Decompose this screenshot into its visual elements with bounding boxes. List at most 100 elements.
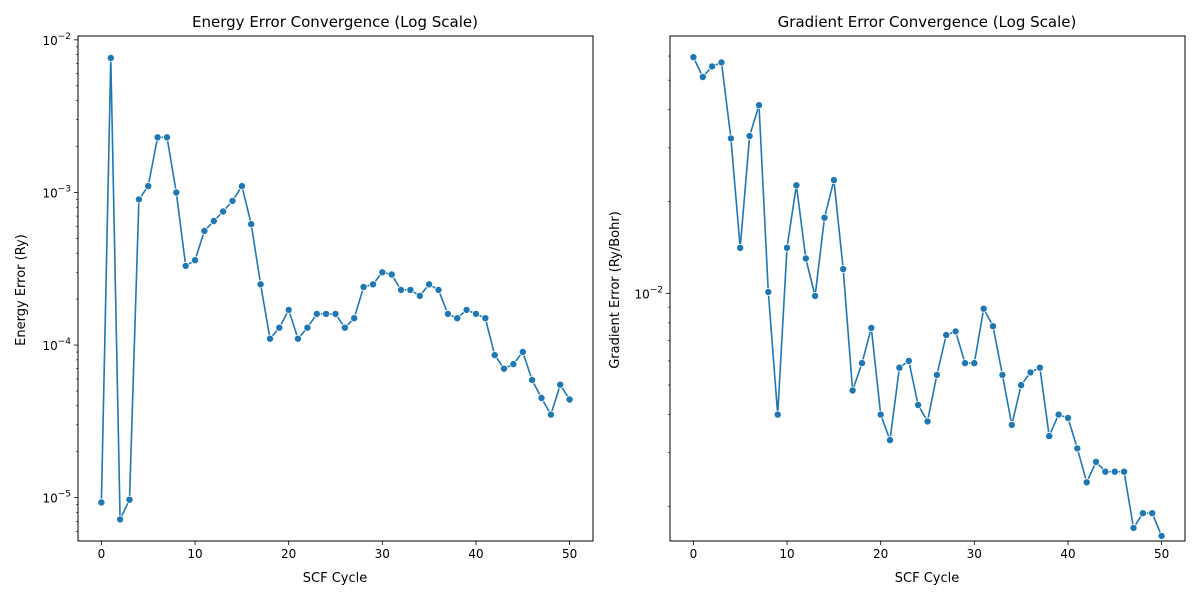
data-point xyxy=(406,285,415,294)
data-point xyxy=(858,359,867,368)
data-point xyxy=(961,359,970,368)
data-point xyxy=(942,330,951,339)
data-point xyxy=(247,220,256,229)
data-point xyxy=(1064,413,1073,422)
data-series xyxy=(689,53,1166,540)
data-point xyxy=(340,323,349,332)
gradient-error-panel: Gradient Error Convergence (Log Scale) S… xyxy=(608,13,1186,586)
data-point xyxy=(134,195,143,204)
data-point xyxy=(116,515,125,524)
x-tick-label: 50 xyxy=(1154,547,1169,561)
data-point xyxy=(886,436,895,445)
data-point xyxy=(565,395,574,404)
data-point xyxy=(726,134,735,143)
data-point xyxy=(717,58,726,67)
data-point xyxy=(801,254,810,263)
data-point xyxy=(698,73,707,82)
data-point xyxy=(312,309,321,318)
data-point xyxy=(1035,363,1044,372)
x-tick-label: 50 xyxy=(562,547,577,561)
data-point xyxy=(256,280,265,289)
data-point xyxy=(1045,432,1054,441)
data-point xyxy=(546,410,555,419)
data-point xyxy=(773,410,782,419)
x-tick-label: 40 xyxy=(1060,547,1075,561)
data-point xyxy=(153,133,162,142)
data-point xyxy=(923,417,932,426)
y-tick-label: 10−2 xyxy=(42,32,71,48)
x-tick-label: 20 xyxy=(281,547,296,561)
data-point xyxy=(1138,509,1147,518)
data-point xyxy=(284,305,293,314)
data-point xyxy=(396,285,405,294)
plot-frame xyxy=(669,35,1186,542)
data-point xyxy=(1129,523,1138,532)
data-point xyxy=(453,314,462,323)
data-point xyxy=(998,370,1007,379)
data-point xyxy=(1017,381,1026,390)
data-point xyxy=(556,380,565,389)
data-point xyxy=(237,182,246,191)
data-point xyxy=(471,309,480,318)
data-point xyxy=(1054,410,1063,419)
x-axis-label: SCF Cycle xyxy=(895,571,959,586)
data-point xyxy=(895,363,904,372)
energy-error-panel: Energy Error Convergence (Log Scale) SCF… xyxy=(14,13,594,586)
y-tick-label: 10−4 xyxy=(42,337,71,353)
data-point xyxy=(228,196,237,205)
data-point xyxy=(829,176,838,185)
data-point xyxy=(755,101,764,110)
x-tick-label: 40 xyxy=(468,547,483,561)
data-point xyxy=(783,243,792,252)
axis-ticks: 0 10 20 30 40 50 10−5 10−4 10−3 10−2 xyxy=(42,32,577,561)
data-point xyxy=(443,309,452,318)
data-point xyxy=(462,305,471,314)
data-series xyxy=(97,54,574,524)
data-point xyxy=(876,410,885,419)
data-point xyxy=(745,131,754,140)
y-axis-label: Gradient Error (Ry/Bohr) xyxy=(608,211,623,369)
data-point xyxy=(989,322,998,331)
data-point xyxy=(1082,478,1091,487)
data-point xyxy=(914,400,923,409)
data-point xyxy=(209,216,218,225)
data-point xyxy=(839,265,848,274)
data-point xyxy=(125,495,134,504)
data-point xyxy=(1007,420,1016,429)
data-point xyxy=(867,323,876,332)
data-point xyxy=(265,334,274,343)
x-tick-label: 30 xyxy=(375,547,390,561)
y-axis-label: Energy Error (Ry) xyxy=(14,234,29,346)
x-tick-label: 0 xyxy=(98,547,106,561)
data-point xyxy=(322,309,331,318)
axis-ticks: 0 10 20 30 40 50 10−2 xyxy=(634,55,1169,561)
data-point xyxy=(537,393,546,402)
data-point xyxy=(792,181,801,190)
data-point xyxy=(387,270,396,279)
data-point xyxy=(848,386,857,395)
data-point xyxy=(1073,444,1082,453)
data-point xyxy=(1092,457,1101,466)
data-point xyxy=(219,207,228,216)
chart-title: Energy Error Convergence (Log Scale) xyxy=(192,13,478,31)
chart-title: Gradient Error Convergence (Log Scale) xyxy=(778,13,1077,31)
data-point xyxy=(359,282,368,291)
data-point xyxy=(303,323,312,332)
data-point xyxy=(293,334,302,343)
plot-frame xyxy=(77,35,594,542)
data-point xyxy=(509,360,518,369)
data-point xyxy=(415,291,424,300)
data-point xyxy=(499,364,508,373)
data-point xyxy=(979,304,988,313)
y-tick-label: 10−2 xyxy=(634,285,663,301)
data-point xyxy=(350,314,359,323)
data-point xyxy=(1110,467,1119,476)
data-point xyxy=(331,309,340,318)
data-point xyxy=(106,54,115,63)
data-point xyxy=(481,314,490,323)
data-point xyxy=(1026,368,1035,377)
x-axis-label: SCF Cycle xyxy=(303,571,367,586)
data-point xyxy=(97,498,106,507)
